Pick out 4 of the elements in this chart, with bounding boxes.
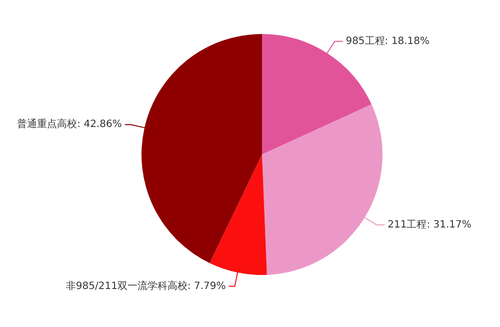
slice-label: 211工程: 31.17% — [388, 219, 472, 230]
slice-label: 985工程: 18.18% — [346, 36, 430, 47]
slice-label: 普通重点高校: 42.86% — [17, 118, 122, 130]
slice-label: 非985/211双一流学科高校: 7.79% — [66, 280, 226, 292]
